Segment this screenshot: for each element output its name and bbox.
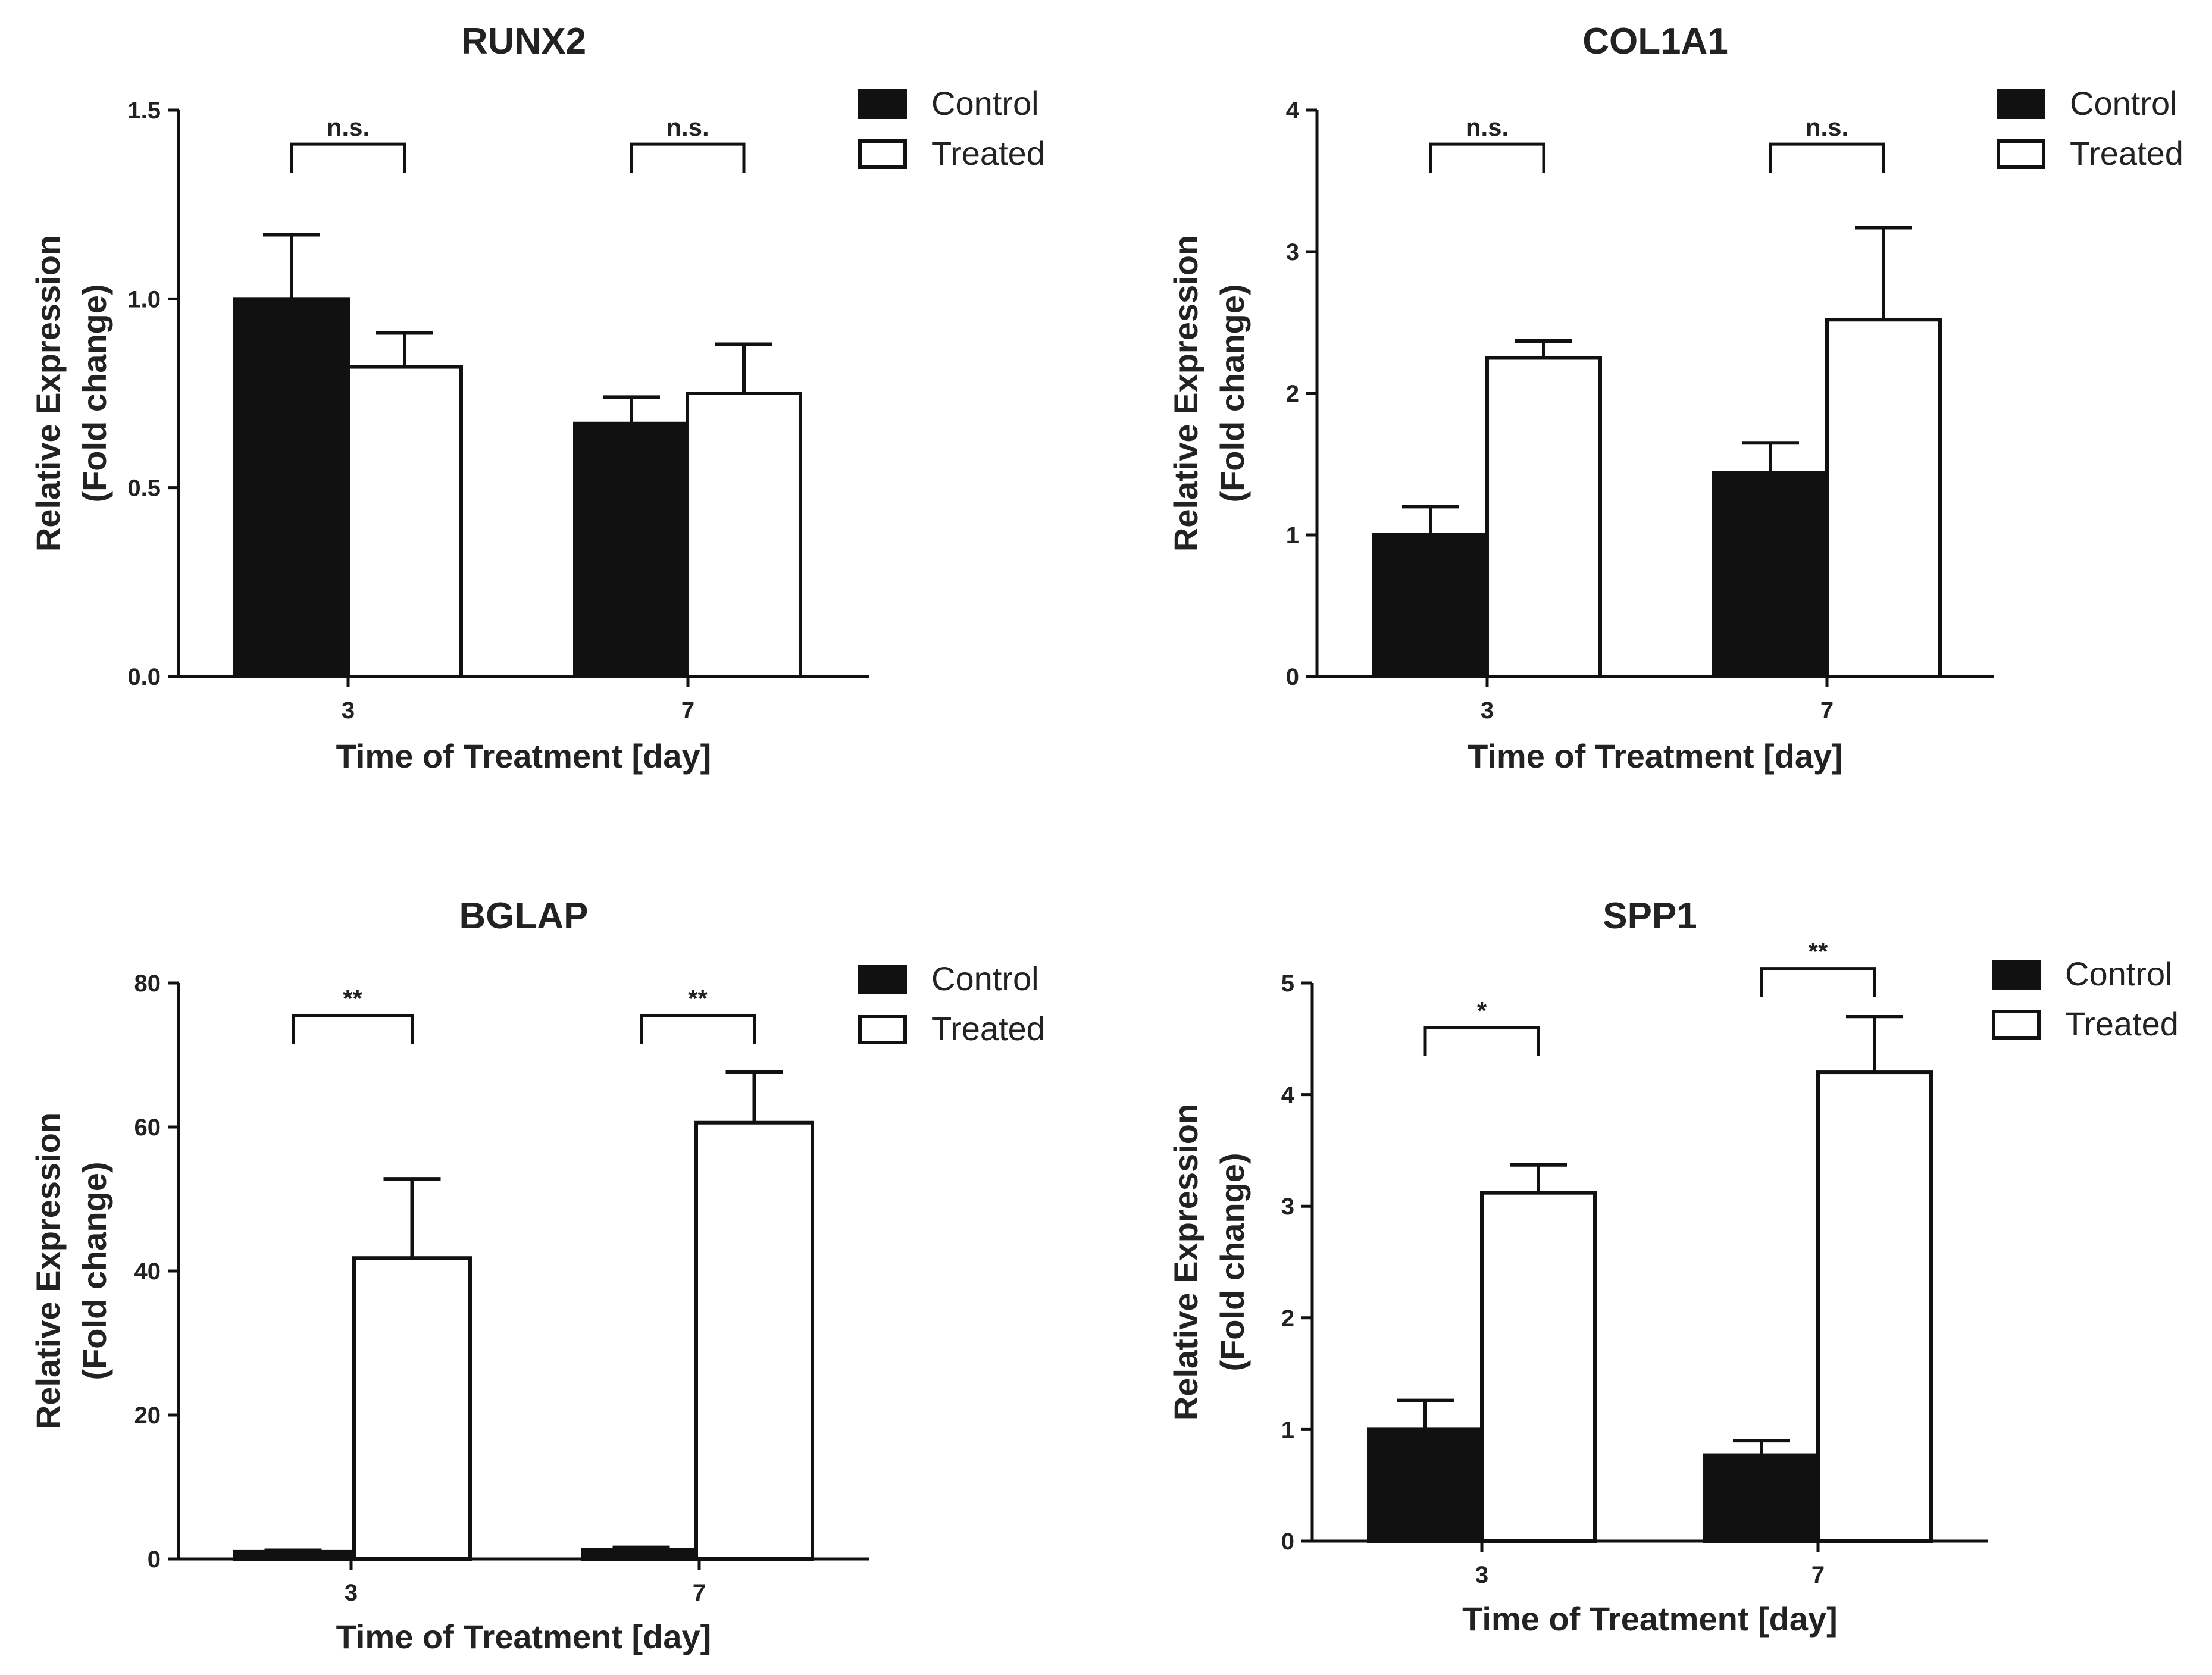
y-axis-label-line2: (Fold change) (1213, 284, 1251, 502)
chart-panel-runx2: RUNX2 0.0 0.5 1.0 1.5 Relative Expression (Fol… (29, 21, 1045, 775)
legend-label-treated: Treated (2070, 134, 2183, 172)
x-tick-label: 7 (1811, 1562, 1825, 1588)
legend-swatch-treated (858, 139, 907, 169)
legend-label-control: Control (2065, 955, 2173, 993)
y-tick-label: 5 (1281, 970, 1294, 997)
bar-treated-day-3 (1485, 356, 1602, 678)
bar-treated-day-3 (352, 1256, 472, 1561)
bar-control-day-7 (573, 421, 690, 678)
legend-swatch-control (858, 965, 907, 994)
bar-control-day-7 (581, 1548, 701, 1561)
chart-panel-col1a1: COL1A1 0 1 2 3 4 Relative Expression (Fold chan… (1167, 21, 2183, 775)
legend-label-treated: Treated (931, 134, 1045, 172)
y-axis-label-line1: Relative Expression (1167, 235, 1204, 552)
significance-label-day-3: ** (343, 984, 362, 1012)
x-tick-label: 7 (1820, 697, 1834, 724)
significance-bracket-day-3 (1423, 1026, 1540, 1057)
bar-control-day-7 (1712, 471, 1829, 679)
y-tick-label: 80 (134, 970, 161, 997)
y-tick-label: 0.0 (127, 664, 161, 690)
x-tick-label: 3 (1475, 1562, 1488, 1588)
x-axis-label: Time of Treatment [day] (1468, 737, 1843, 775)
y-tick-label: 0 (1286, 664, 1299, 690)
bar-control-day-3 (1372, 533, 1489, 678)
chart-title: SPP1 (1603, 896, 1697, 937)
y-tick-label: 4 (1286, 98, 1300, 124)
legend-swatch-control (858, 89, 907, 119)
chart-panel-spp1: SPP1 0 1 2 3 4 5 Relative Expression (Fold chang… (1167, 896, 2179, 1638)
significance-label-day-3: * (1477, 997, 1487, 1025)
y-tick-label: 0 (1281, 1529, 1294, 1555)
chart-title: COL1A1 (1582, 21, 1728, 62)
y-tick-label: 1 (1286, 522, 1299, 549)
y-tick-label: 0 (148, 1546, 161, 1573)
chart-title: BGLAP (459, 896, 589, 937)
legend-label-control: Control (931, 960, 1039, 997)
legend-label-control: Control (931, 84, 1039, 122)
y-axis-label-line1: Relative Expression (1167, 1104, 1204, 1420)
bar-control-day-3 (233, 1549, 353, 1561)
significance-label-day-7: n.s. (1806, 113, 1848, 141)
y-tick-label: 4 (1281, 1082, 1295, 1109)
significance-label-day-7: ** (688, 984, 708, 1012)
significance-bracket-day-3 (292, 1013, 414, 1044)
bar-treated-day-7 (1816, 1070, 1933, 1543)
bar-control-day-3 (1367, 1427, 1484, 1543)
y-tick-label: 2 (1286, 381, 1299, 407)
bar-treated-day-7 (694, 1120, 814, 1561)
legend-label-treated: Treated (2065, 1005, 2179, 1042)
significance-bracket-day-3 (290, 142, 406, 173)
significance-bracket-day-7 (1769, 142, 1885, 173)
legend-swatch-treated (1997, 139, 2045, 169)
y-tick-label: 3 (1286, 239, 1299, 265)
x-tick-label: 3 (1481, 697, 1494, 724)
significance-label-day-3: n.s. (327, 113, 370, 141)
significance-bracket-day-7 (640, 1013, 756, 1044)
bar-treated-day-7 (1825, 318, 1942, 678)
y-axis-label-line2: (Fold change) (1213, 1153, 1251, 1371)
y-axis-label-line1: Relative Expression (29, 1113, 67, 1429)
x-axis-label: Time of Treatment [day] (336, 737, 712, 775)
y-tick-label: 60 (134, 1114, 161, 1141)
y-tick-label: 2 (1281, 1305, 1294, 1332)
significance-label-day-3: n.s. (1466, 113, 1509, 141)
y-tick-label: 1 (1281, 1417, 1294, 1443)
legend-swatch-treated (1992, 1010, 2041, 1040)
x-tick-label: 7 (693, 1580, 706, 1606)
bar-control-day-3 (233, 297, 350, 679)
x-tick-label: 3 (345, 1580, 358, 1606)
y-tick-label: 40 (134, 1258, 161, 1285)
significance-label-day-7: n.s. (666, 113, 709, 141)
legend-label-control: Control (2070, 84, 2177, 122)
chart-title: RUNX2 (461, 21, 586, 62)
y-tick-label: 0.5 (127, 475, 161, 502)
y-axis-label-line2: (Fold change) (76, 284, 113, 502)
legend-swatch-control (1992, 960, 2041, 990)
significance-bracket-day-3 (1429, 142, 1545, 173)
legend-label-treated: Treated (931, 1010, 1045, 1047)
bar-treated-day-3 (1480, 1191, 1597, 1543)
x-tick-label: 7 (681, 697, 694, 724)
y-axis-label-line1: Relative Expression (29, 235, 67, 552)
significance-label-day-7: ** (1809, 938, 1828, 966)
significance-bracket-day-7 (630, 142, 746, 173)
x-axis-label: Time of Treatment [day] (336, 1618, 712, 1655)
y-tick-label: 1.0 (127, 286, 161, 312)
bar-treated-day-7 (686, 392, 802, 678)
y-tick-label: 20 (134, 1402, 161, 1429)
legend-swatch-treated (858, 1015, 907, 1044)
significance-bracket-day-7 (1760, 967, 1876, 997)
x-tick-label: 3 (342, 697, 355, 724)
x-axis-label: Time of Treatment [day] (1462, 1600, 1838, 1638)
legend-swatch-control (1997, 89, 2045, 119)
y-tick-label: 3 (1281, 1194, 1294, 1220)
bar-treated-day-3 (346, 365, 463, 678)
chart-panel-bglap: BGLAP 0 20 40 60 80 Relative Expression (Fold c… (29, 896, 1045, 1655)
bar-control-day-7 (1703, 1453, 1820, 1543)
y-axis-label-line2: (Fold change) (76, 1161, 113, 1380)
y-tick-label: 1.5 (127, 98, 161, 124)
